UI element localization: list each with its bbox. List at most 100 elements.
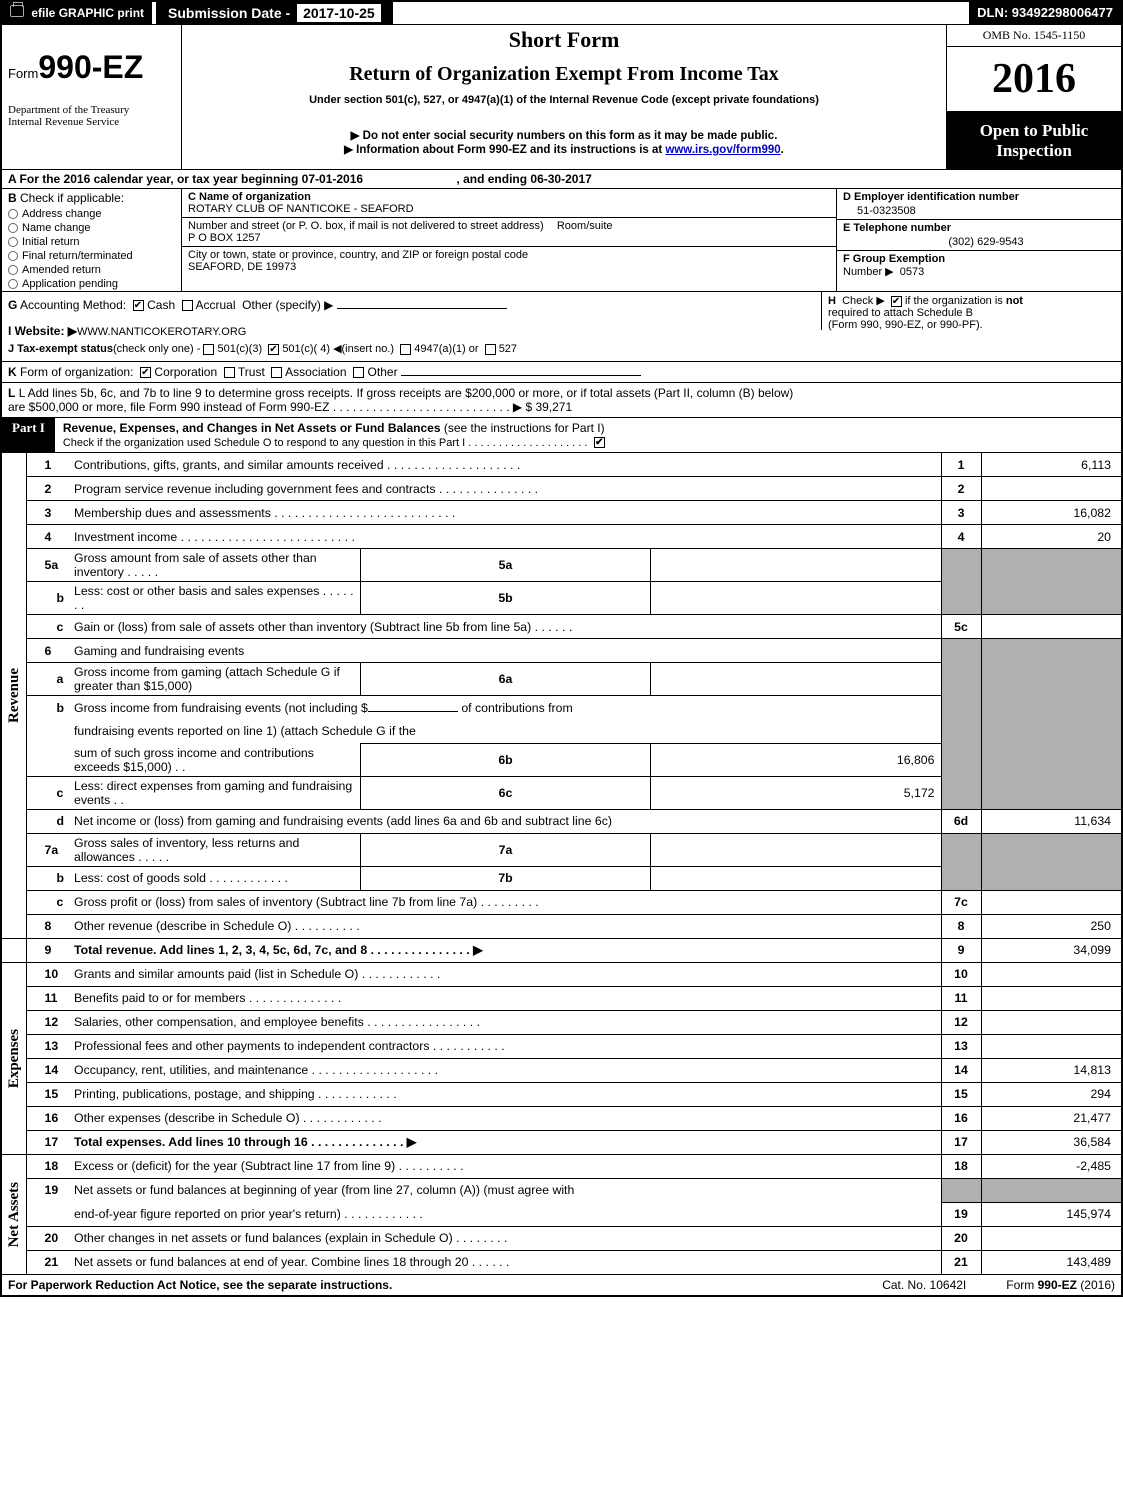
a-text1: A For the 2016 calendar year, or tax yea… <box>8 172 302 186</box>
line-7c: cGross profit or (loss) from sales of in… <box>2 890 1121 914</box>
netassets-side-label: Net Assets <box>6 1182 23 1247</box>
k-assoc-checkbox[interactable] <box>271 367 282 378</box>
form-id-block: Form990-EZ Department of the Treasury In… <box>2 25 182 169</box>
irs-link[interactable]: www.irs.gov/form990 <box>665 144 780 156</box>
line-15: 15Printing, publications, postage, and s… <box>2 1082 1121 1106</box>
line-5a: 5aGross amount from sale of assets other… <box>2 549 1121 582</box>
line-16: 16Other expenses (describe in Schedule O… <box>2 1106 1121 1130</box>
k-other-checkbox[interactable] <box>353 367 364 378</box>
line-6b-value: 16,806 <box>651 744 941 777</box>
open-pub-2: Inspection <box>996 141 1072 160</box>
revenue-side-label: Revenue <box>6 668 23 723</box>
title-center: Short Form Return of Organization Exempt… <box>182 25 946 169</box>
tax-year: 2016 <box>947 47 1121 112</box>
line-3-value: 16,082 <box>981 501 1121 525</box>
line-6d-value: 11,634 <box>981 809 1121 833</box>
j-501c4-checkbox[interactable] <box>268 344 279 355</box>
k-trust-checkbox[interactable] <box>224 367 235 378</box>
cat-no: Cat. No. 10642I <box>882 1278 966 1292</box>
radio-icon <box>8 209 18 219</box>
ein-value: 51-0323508 <box>857 205 1115 217</box>
line-2: 2Program service revenue including gover… <box>2 477 1121 501</box>
j-527-checkbox[interactable] <box>485 344 496 355</box>
line-7c-value <box>981 890 1121 914</box>
line-6b-1: bGross income from fundraising events (n… <box>2 696 1121 720</box>
info-after: . <box>781 144 784 156</box>
c-street-cell: Number and street (or P. O. box, if mail… <box>182 218 836 247</box>
e-phone: E Telephone number(302) 629-9543 <box>837 220 1121 251</box>
phone-value: (302) 629-9543 <box>857 236 1115 248</box>
dln-badge: DLN: 93492298006477 <box>969 2 1121 24</box>
l-amount: $ 39,271 <box>525 400 572 414</box>
line-19-2: end-of-year figure reported on prior yea… <box>2 1202 1121 1226</box>
street: P O BOX 1257 <box>188 232 261 244</box>
part-i-header: Part I Revenue, Expenses, and Changes in… <box>2 417 1121 452</box>
line-15-value: 294 <box>981 1082 1121 1106</box>
b-c-d-block: B Check if applicable: Address change Na… <box>2 188 1121 291</box>
l-line1: L Add lines 5b, 6c, and 7b to line 9 to … <box>19 386 794 400</box>
radio-icon <box>8 237 18 247</box>
info-about-text: ▶ Information about Form 990-EZ and its … <box>344 144 665 156</box>
j-4947-checkbox[interactable] <box>400 344 411 355</box>
line-3: 3Membership dues and assessments . . . .… <box>2 501 1121 525</box>
b-opt-final-return[interactable]: Final return/terminated <box>2 249 181 263</box>
efile-print-button[interactable]: efile GRAPHIC print <box>2 2 152 24</box>
line-5c-value <box>981 615 1121 639</box>
b-opt-address-change[interactable]: Address change <box>2 207 181 221</box>
section-b: B Check if applicable: Address change Na… <box>2 189 182 291</box>
accrual-checkbox[interactable] <box>182 300 193 311</box>
line-13: 13Professional fees and other payments t… <box>2 1034 1121 1058</box>
city: SEAFORD, DE 19973 <box>188 261 296 273</box>
line-1: Revenue 1 Contributions, gifts, grants, … <box>2 453 1121 477</box>
info-about-line: ▶ Information about Form 990-EZ and its … <box>190 142 938 156</box>
cash-checkbox[interactable] <box>133 300 144 311</box>
radio-icon <box>8 279 18 289</box>
schedule-o-checkbox[interactable] <box>594 437 605 448</box>
j-501c3-checkbox[interactable] <box>203 344 214 355</box>
c-name-cell: C Name of organizationROTARY CLUB OF NAN… <box>182 189 836 218</box>
line-14-value: 14,813 <box>981 1058 1121 1082</box>
under-section: Under section 501(c), 527, or 4947(a)(1)… <box>190 94 938 106</box>
no-ssn-line: ▶ Do not enter social security numbers o… <box>190 128 938 142</box>
line-17: 17Total expenses. Add lines 10 through 1… <box>2 1130 1121 1154</box>
line-8-value: 250 <box>981 914 1121 938</box>
line-a: A For the 2016 calendar year, or tax yea… <box>2 169 1121 188</box>
k-corp-checkbox[interactable] <box>140 367 151 378</box>
part-i-label: Part I <box>2 418 55 452</box>
radio-icon <box>8 223 18 233</box>
line-4: 4Investment income . . . . . . . . . . .… <box>2 525 1121 549</box>
form-number: Form990-EZ <box>8 49 175 86</box>
line-6a: aGross income from gaming (attach Schedu… <box>2 663 1121 696</box>
submission-date-label: Submission Date - <box>168 5 294 21</box>
omb-number: OMB No. 1545-1150 <box>947 25 1121 47</box>
line-7b: bLess: cost of goods sold . . . . . . . … <box>2 866 1121 890</box>
form-number-text: 990-EZ <box>38 49 143 85</box>
line-j: J Tax-exempt status(check only one) - 50… <box>8 340 1115 357</box>
line-21: 21Net assets or fund balances at end of … <box>2 1250 1121 1274</box>
line-6c-value: 5,172 <box>651 776 941 809</box>
b-opt-name-change[interactable]: Name change <box>2 221 181 235</box>
b-opt-initial-return[interactable]: Initial return <box>2 235 181 249</box>
d-ein: D Employer identification number51-03235… <box>837 189 1121 220</box>
line-19-value: 145,974 <box>981 1202 1121 1226</box>
line-9: 9Total revenue. Add lines 1, 2, 3, 4, 5c… <box>2 938 1121 962</box>
b-opt-application-pending[interactable]: Application pending <box>2 277 181 291</box>
short-form-title: Short Form <box>190 27 938 53</box>
h-checkbox[interactable] <box>891 296 902 307</box>
radio-icon <box>8 251 18 261</box>
a-text2: , and ending <box>456 172 530 186</box>
website-link[interactable]: WWW.NANTICOKEROTARY.ORG <box>77 326 246 338</box>
line-5b: bLess: cost or other basis and sales exp… <box>2 582 1121 615</box>
c-city-cell: City or town, state or province, country… <box>182 247 836 275</box>
open-to-public: Open to Public Inspection <box>947 112 1121 169</box>
section-def: D Employer identification number51-03235… <box>836 189 1121 291</box>
section-g-h: G Accounting Method: Cash Accrual Other … <box>2 291 1121 361</box>
b-opt-amended-return[interactable]: Amended return <box>2 263 181 277</box>
title-right: OMB No. 1545-1150 2016 Open to Public In… <box>946 25 1121 169</box>
line-17-value: 36,584 <box>981 1130 1121 1154</box>
l-line2: are $500,000 or more, file Form 990 inst… <box>8 400 522 414</box>
line-l: L L Add lines 5b, 6c, and 7b to line 9 t… <box>2 382 1121 417</box>
line-6b-2: fundraising events reported on line 1) (… <box>2 720 1121 744</box>
submission-date-badge: Submission Date - 2017-10-25 <box>156 2 393 24</box>
line-6d: dNet income or (loss) from gaming and fu… <box>2 809 1121 833</box>
